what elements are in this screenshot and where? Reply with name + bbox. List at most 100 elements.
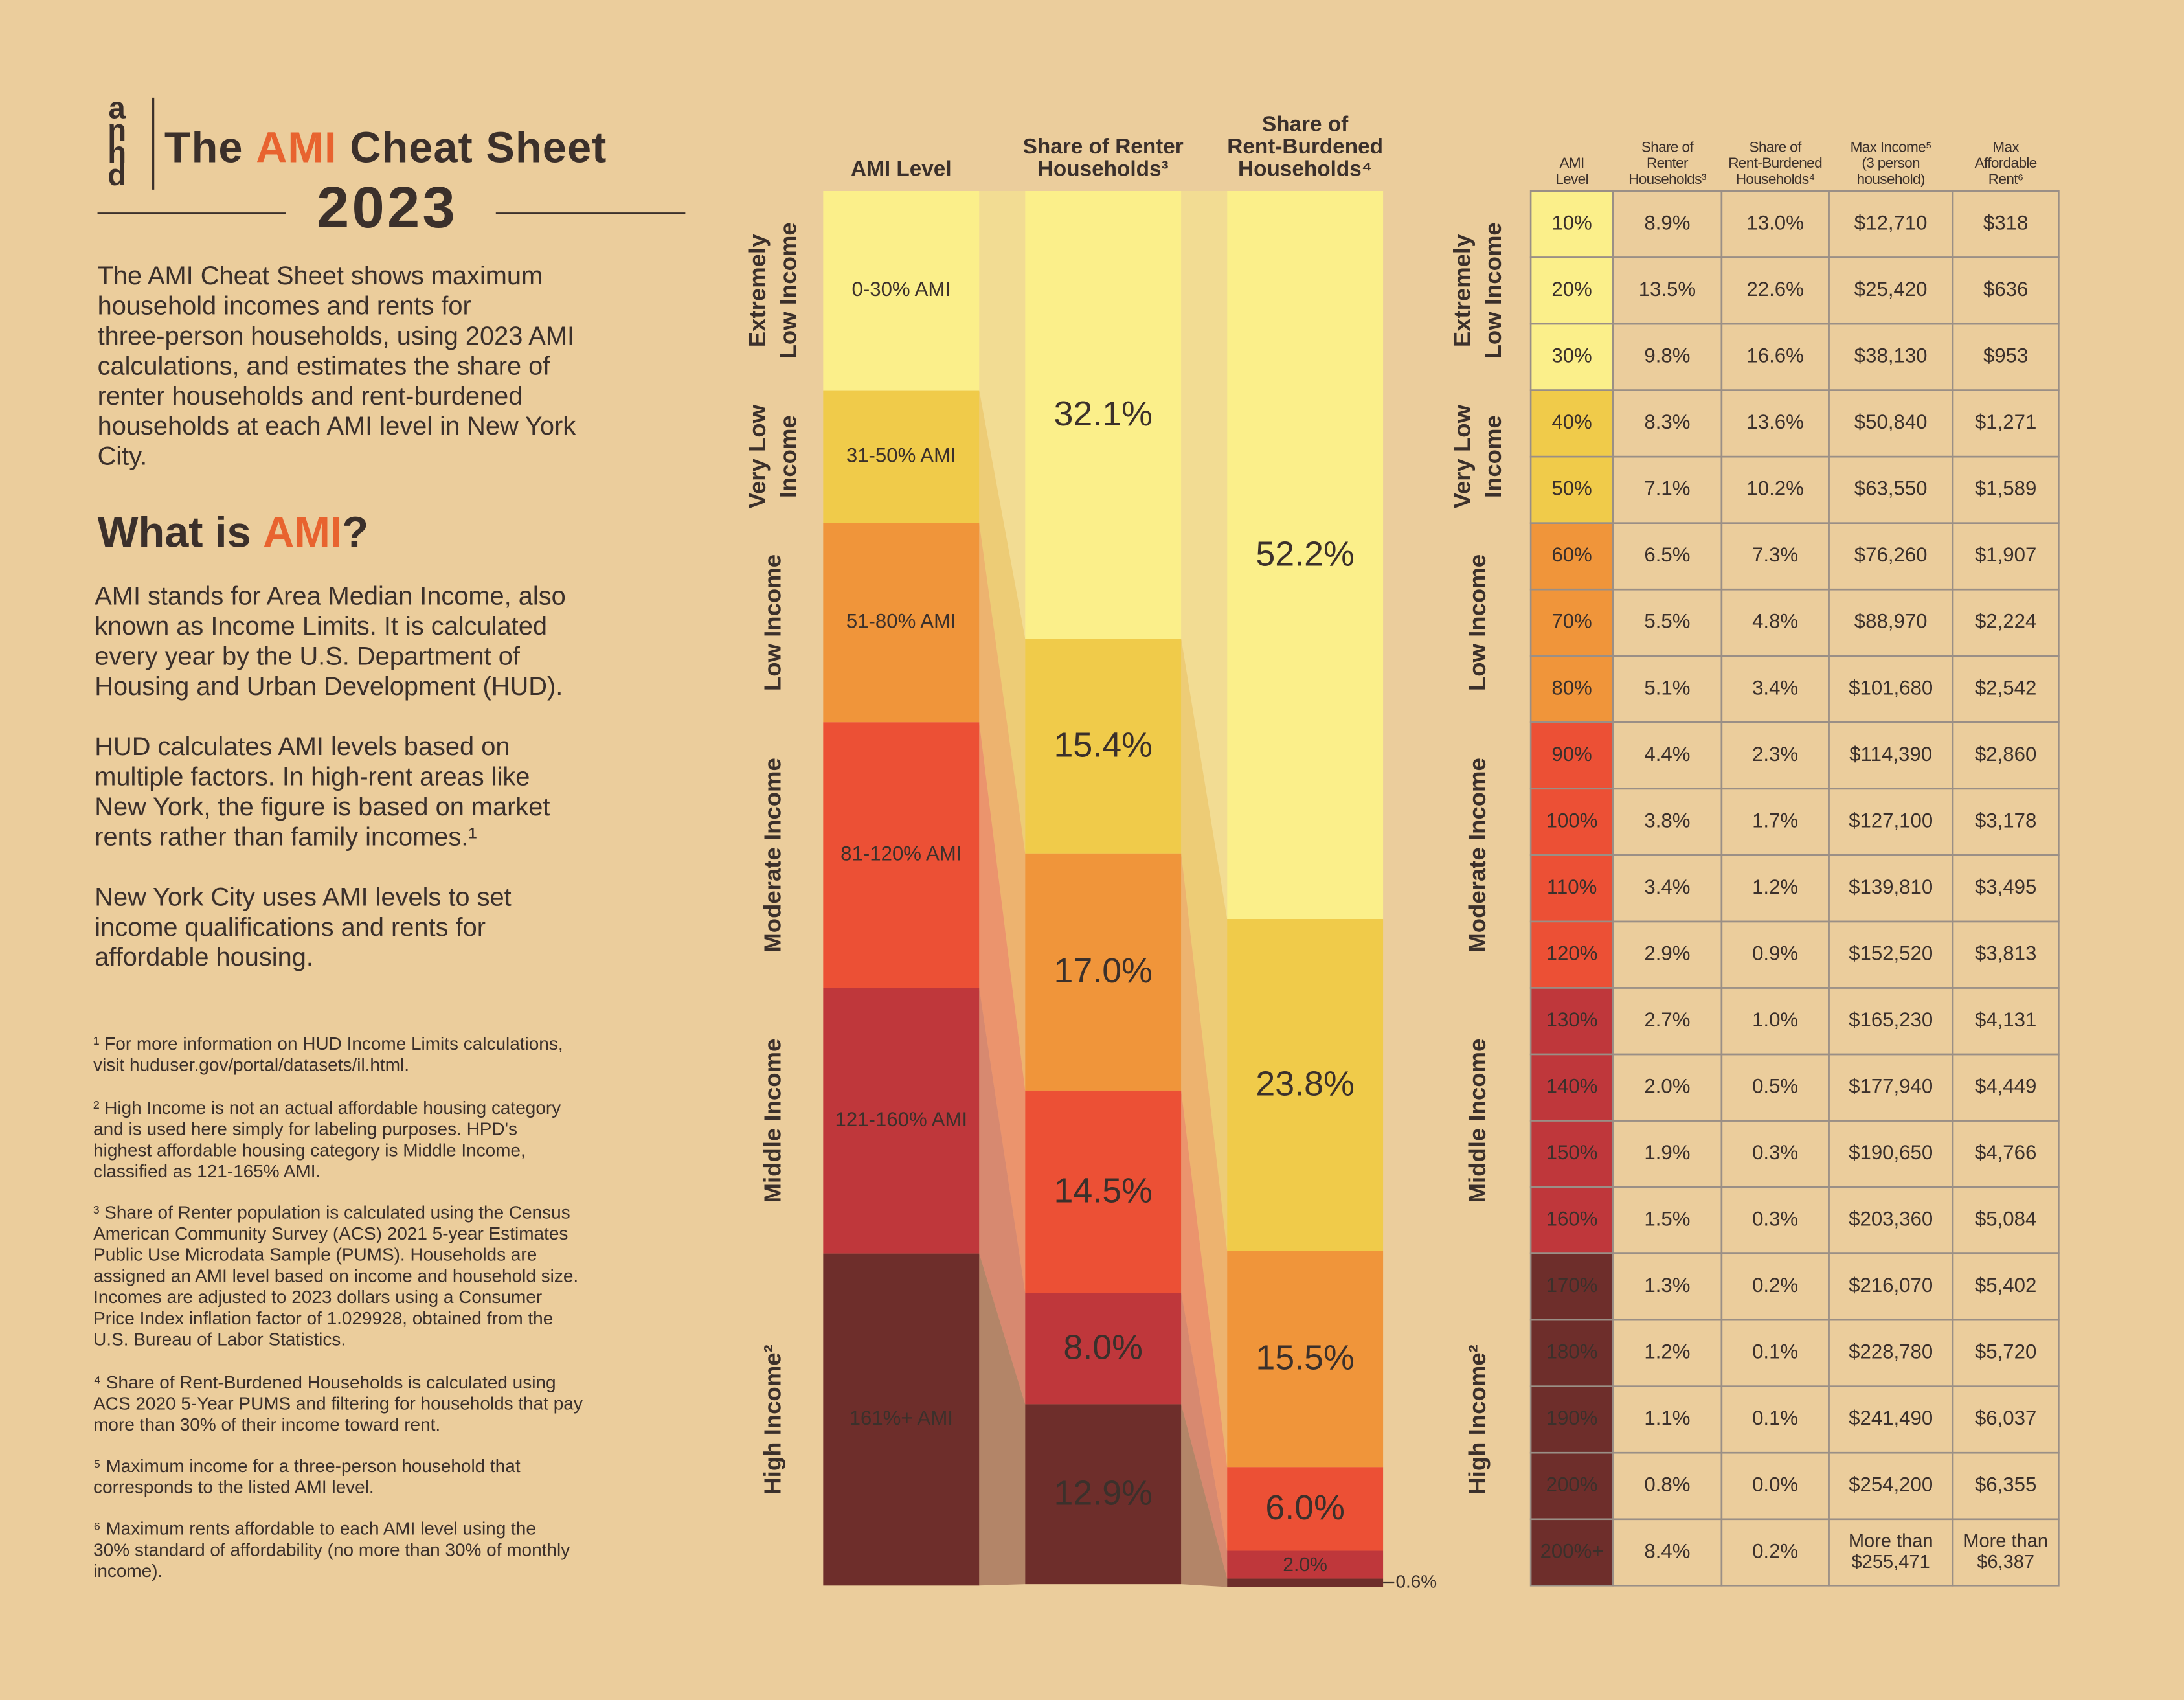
footnote-line: classified as 121-165% AMI.: [93, 1161, 321, 1181]
paragraph-line: multiple factors. In high-rent areas lik…: [95, 762, 530, 791]
value-label: 0.6%: [1395, 1571, 1437, 1591]
table-cell-text: 0.3%: [1752, 1208, 1798, 1230]
table-cell-text: $114,390: [1849, 743, 1932, 765]
table-cell-text: 13.5%: [1639, 278, 1696, 300]
table-cell-text: 1.5%: [1644, 1208, 1690, 1230]
table-cell-text: 50%: [1551, 477, 1592, 500]
table-cell: [1529, 1053, 1614, 1122]
intro-line: calculations, and estimates the share of: [98, 352, 551, 380]
table-header: Households⁴: [1736, 171, 1815, 187]
table-cell-text: 9.8%: [1644, 345, 1690, 367]
table-header: Max: [1992, 139, 2020, 155]
table-cell: [1529, 1518, 1614, 1587]
share-segment: [1025, 1404, 1182, 1585]
table-cell-text: 8.4%: [1644, 1539, 1690, 1562]
table-cell: [1529, 1319, 1614, 1387]
ami-band-label: 0-30% AMI: [852, 278, 951, 300]
table-cell-text: 5.1%: [1644, 676, 1690, 699]
table-cell-text: $101,680: [1849, 676, 1933, 699]
ami-band-label: 81-120% AMI: [840, 843, 962, 865]
table-cell-text: $318: [1983, 212, 2028, 234]
table-cell-text: $12,710: [1854, 212, 1928, 234]
table-cell-text: $255,471: [1852, 1552, 1930, 1572]
value-label: 52.2%: [1255, 534, 1354, 573]
table-header: Max Income⁵: [1851, 139, 1931, 155]
column-header: Share of: [1262, 113, 1349, 137]
table-cell-text: $50,840: [1854, 411, 1928, 433]
table-header: Level: [1555, 171, 1588, 187]
table-cell-text: 140%: [1546, 1075, 1598, 1098]
column-header: Households³: [1038, 157, 1169, 181]
table-cell-text: 120%: [1546, 942, 1598, 964]
group-label: Extremely: [744, 234, 771, 347]
table-cell-text: 0.1%: [1752, 1341, 1798, 1363]
table-cell-text: 1.0%: [1752, 1008, 1798, 1031]
logo-letter: h: [107, 136, 126, 170]
paragraph-line: HUD calculates AMI levels based on: [95, 732, 510, 761]
title-part: The: [164, 124, 256, 172]
share-segment: [1025, 1293, 1182, 1405]
intro-line: The AMI Cheat Sheet shows maximum: [98, 262, 543, 290]
table-header: (3 person: [1862, 155, 1920, 171]
table-cell-text: 0.2%: [1752, 1539, 1798, 1562]
table-cell-text: 3.4%: [1752, 676, 1798, 699]
paragraph-line: AMI stands for Area Median Income, also: [95, 582, 565, 611]
share-segment: [1227, 191, 1384, 920]
intro-line: households at each AMI level in New York: [98, 412, 576, 440]
paragraph-line: income qualifications and rents for: [95, 913, 486, 942]
table-cell-text: $5,402: [1975, 1274, 2036, 1297]
footnote-line: ² High Income is not an actual affordabl…: [93, 1098, 561, 1118]
table-cell: [1529, 1252, 1614, 1321]
flow-ribbon: [1181, 191, 1228, 920]
table-cell-text: $636: [1983, 278, 2028, 300]
paragraph-line: rents rather than family incomes.¹: [95, 822, 477, 851]
footnote-line: income).: [93, 1561, 163, 1581]
value-label: 15.4%: [1053, 725, 1152, 764]
table-cell-text: $190,650: [1849, 1141, 1933, 1164]
paragraph-line: every year by the U.S. Department of: [95, 642, 521, 671]
table-cell: [1529, 1385, 1614, 1454]
value-label: 23.8%: [1255, 1065, 1354, 1104]
table-cell: [1529, 987, 1614, 1056]
table-cell-text: $38,130: [1854, 345, 1928, 367]
ami-band: [823, 1253, 980, 1586]
table-cell-text: 170%: [1546, 1274, 1598, 1297]
title-part: Cheat Sheet: [337, 124, 607, 172]
footnote-line: U.S. Bureau of Labor Statistics.: [93, 1330, 346, 1350]
group-label: Middle Income: [760, 1039, 786, 1203]
table-cell-text: 20%: [1551, 278, 1592, 300]
table-cell-text: $165,230: [1849, 1008, 1933, 1031]
share-segment: [1227, 1550, 1384, 1579]
table-cell-text: 3.8%: [1644, 809, 1690, 832]
table-cell-text: $1,271: [1975, 411, 2036, 433]
table-cell: [1529, 522, 1614, 591]
table-cell-text: $3,178: [1975, 809, 2036, 832]
table-cell-text: 0.9%: [1752, 942, 1798, 964]
logo-letter: d: [107, 158, 126, 192]
group-label: Moderate Income: [1464, 758, 1491, 953]
table-cell-text: $254,200: [1849, 1473, 1933, 1496]
table-cell-text: 4.4%: [1644, 743, 1690, 765]
heading-part: What is: [98, 508, 264, 556]
table-cell-text: 10%: [1551, 212, 1592, 234]
table-cell: [1529, 190, 1614, 258]
table-cell-text: $4,766: [1975, 1141, 2036, 1164]
table-cell-text: 90%: [1551, 743, 1592, 765]
intro-line: City.: [98, 442, 148, 471]
table-cell-text: $216,070: [1849, 1274, 1933, 1297]
table-cell-text: 40%: [1551, 411, 1592, 433]
value-label: 15.5%: [1255, 1339, 1354, 1377]
table-cell-text: 60%: [1551, 543, 1592, 566]
value-label: 12.9%: [1053, 1474, 1152, 1513]
ami-band: [823, 390, 980, 523]
footnote-line: corresponds to the listed AMI level.: [93, 1477, 374, 1497]
group-label: Low Income: [760, 554, 786, 691]
footnote-line: American Community Survey (ACS) 2021 5-y…: [93, 1223, 568, 1243]
ami-band: [823, 191, 980, 391]
table-cell: [1529, 721, 1614, 790]
footnote-line: Price Index inflation factor of 1.029928…: [93, 1308, 553, 1328]
value-label: 6.0%: [1265, 1488, 1345, 1527]
column-header: Households⁴: [1238, 157, 1372, 181]
table-cell-text: 200%+: [1540, 1539, 1604, 1562]
table-header: Share of: [1641, 139, 1694, 155]
